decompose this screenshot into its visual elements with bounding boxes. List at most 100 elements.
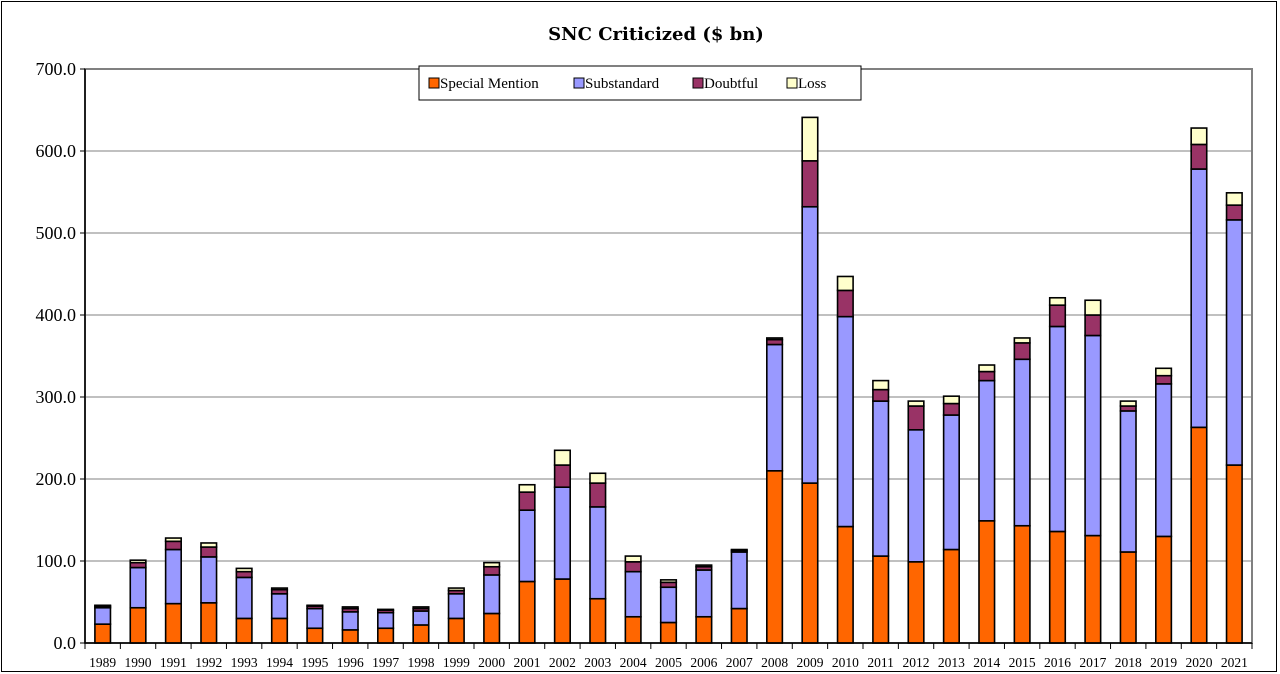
bar-segment-special-mention	[129, 606, 147, 644]
bar-segment-special-mention	[1155, 535, 1173, 644]
bar-segment-substandard	[1084, 334, 1102, 537]
y-tick-label: 100.0	[36, 551, 77, 571]
bar-segment-doubtful	[164, 540, 182, 551]
plot-area	[84, 68, 1253, 644]
x-tick-label: 1993	[231, 655, 258, 670]
legend-entry: Loss	[798, 76, 827, 92]
chart-title: SNC Criticized ($ bn)	[548, 24, 764, 45]
bar-segment-special-mention	[836, 525, 854, 644]
x-tick-label: 1990	[125, 655, 152, 670]
bar-segment-loss	[589, 472, 607, 484]
bar-segment-loss	[624, 555, 642, 563]
bar-segment-doubtful	[836, 289, 854, 318]
bar-segment-substandard	[589, 506, 607, 600]
bar-segment-loss	[801, 116, 819, 162]
bar-segment-loss	[1119, 400, 1137, 407]
x-tick-label: 2019	[1150, 655, 1177, 670]
bar-segment-substandard	[801, 205, 819, 484]
bars	[94, 116, 1243, 644]
bar-segment-loss	[695, 564, 713, 568]
x-tick-label: 2006	[690, 655, 717, 670]
legend-entry: Doubtful	[704, 76, 758, 92]
bar-segment-loss	[447, 587, 465, 592]
bar-segment-loss	[978, 364, 996, 373]
bar-segment-substandard	[978, 379, 996, 522]
bar-segment-substandard	[872, 400, 890, 557]
bar-segment-special-mention	[695, 615, 713, 644]
bar-segment-loss	[129, 559, 147, 564]
bar-segment-special-mention	[730, 607, 748, 644]
bar-segment-doubtful	[1190, 143, 1208, 170]
x-tick-label: 1991	[160, 655, 187, 670]
bar-segment-loss	[1155, 367, 1173, 377]
bar-segment-substandard	[624, 570, 642, 618]
bar-segment-special-mention	[907, 561, 925, 644]
x-tick-label: 2014	[973, 655, 1000, 670]
bar-segment-doubtful	[942, 402, 960, 416]
bar-segment-doubtful	[518, 491, 536, 511]
bar-segment-doubtful	[1048, 304, 1067, 328]
legend: Special Mention Substandard Doubtful Loss	[418, 65, 862, 101]
bar-segment-loss	[377, 608, 395, 612]
bar-segment-loss	[1013, 337, 1031, 344]
bar-segment-special-mention	[270, 617, 289, 644]
bar-segment-doubtful	[624, 561, 642, 573]
bar-segment-special-mention	[1225, 464, 1243, 644]
x-tick-label: 2012	[903, 655, 930, 670]
x-tick-label: 2018	[1115, 655, 1142, 670]
legend-swatch	[428, 77, 440, 89]
x-tick-label: 1999	[443, 655, 470, 670]
bar-segment-special-mention	[624, 615, 642, 644]
bar-segment-loss	[483, 561, 501, 568]
bar-segment-doubtful	[200, 546, 218, 558]
bar-segment-loss	[1084, 299, 1102, 316]
bar-segment-loss	[1048, 296, 1067, 306]
bar-segment-loss	[730, 548, 748, 552]
bar-segment-substandard	[270, 592, 289, 620]
bar-segment-special-mention	[589, 597, 607, 644]
bar-segment-special-mention	[1084, 534, 1102, 644]
bar-segment-loss	[518, 483, 536, 493]
bar-segment-loss	[235, 567, 253, 573]
bar-segment-doubtful	[801, 160, 819, 208]
bar-segment-substandard	[235, 576, 253, 620]
bar-segment-doubtful	[483, 565, 501, 576]
legend-entry: Special Mention	[440, 76, 539, 92]
x-tick-label: 2016	[1044, 655, 1071, 670]
x-tick-label: 2013	[938, 655, 965, 670]
bar-segment-doubtful	[235, 570, 253, 579]
x-tick-label: 1998	[407, 655, 434, 670]
bar-segment-substandard	[730, 551, 748, 610]
x-tick-label: 2003	[584, 655, 611, 670]
bar-segment-substandard	[412, 610, 430, 626]
x-tick-label: 2001	[514, 655, 541, 670]
bar-segment-loss	[942, 395, 960, 405]
bar-segment-special-mention	[1119, 551, 1137, 644]
bar-segment-loss	[1225, 192, 1243, 206]
bar-segment-special-mention	[872, 555, 890, 644]
x-tick-label: 2020	[1185, 655, 1212, 670]
bar-segment-doubtful	[1225, 204, 1243, 221]
bar-segment-substandard	[766, 343, 784, 472]
bar-segment-loss	[164, 537, 182, 543]
bar-segment-special-mention	[1190, 426, 1208, 644]
bar-segment-special-mention	[341, 629, 359, 644]
bar-segment-substandard	[306, 607, 324, 630]
y-tick-label: 200.0	[36, 469, 77, 489]
x-tick-label: 2011	[867, 655, 894, 670]
bar-segment-loss	[306, 604, 324, 607]
bar-segment-substandard	[518, 509, 536, 583]
bar-segment-loss	[94, 604, 112, 607]
bar-segment-special-mention	[306, 627, 324, 644]
bar-segment-substandard	[483, 574, 501, 615]
bar-segment-substandard	[129, 566, 147, 609]
x-tick-label: 2021	[1221, 655, 1248, 670]
bar-segment-loss	[766, 337, 784, 341]
x-tick-label: 2007	[726, 655, 753, 670]
bar-segment-loss	[907, 400, 925, 407]
bar-segment-special-mention	[483, 612, 501, 644]
bar-segment-doubtful	[1013, 342, 1031, 361]
x-tick-label: 2005	[655, 655, 682, 670]
x-tick-label: 1994	[266, 655, 293, 670]
